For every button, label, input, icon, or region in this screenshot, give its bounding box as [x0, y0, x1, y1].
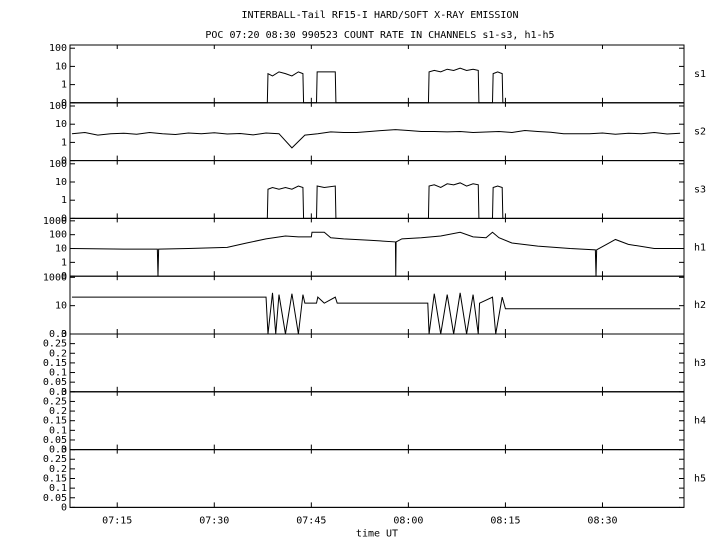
y-tick-label: 0.2 [49, 348, 67, 359]
x-tick-label: 08:00 [393, 515, 423, 526]
y-tick-label: 0 [61, 156, 67, 167]
x-tick-label: 07:30 [199, 515, 229, 526]
y-tick-label: 1000 [43, 216, 67, 227]
y-tick-label: 0.2 [49, 464, 67, 475]
y-tick-label: 1000 [43, 272, 67, 283]
channel-label: h5 [694, 474, 706, 485]
y-tick-label: 0 [61, 271, 67, 282]
y-tick-label: 0 [61, 502, 67, 513]
data-line [71, 231, 681, 277]
channel-label: s3 [694, 185, 706, 196]
y-tick-label: 100 [49, 159, 67, 170]
chart-title: INTERBALL-Tail RF15-I HARD/SOFT X-RAY EM… [242, 10, 519, 21]
y-tick-label: 1 [61, 80, 67, 91]
x-tick-label: 07:15 [102, 515, 132, 526]
channel-label: s1 [694, 69, 706, 80]
y-tick-label: 0 [61, 329, 67, 340]
y-tick-label: 0 [61, 387, 67, 398]
y-tick-label: 0.25 [43, 339, 67, 350]
y-tick-label: 0.1 [49, 368, 67, 379]
data-line [71, 129, 681, 149]
y-tick-label: 0.05 [43, 377, 67, 388]
channel-label: h4 [694, 416, 706, 427]
y-tick-label: 0 [61, 98, 67, 109]
y-tick-label: 0.1 [49, 483, 67, 494]
y-tick-label: 100 [49, 43, 67, 54]
y-tick-label: 10 [55, 61, 67, 72]
y-tick-label: 0.15 [43, 358, 67, 369]
y-tick-label: 0.05 [43, 493, 67, 504]
y-tick-label: 0.1 [49, 425, 67, 436]
y-tick-label: 10 [55, 244, 67, 255]
y-tick-label: 10 [55, 177, 67, 188]
x-tick-label: 08:15 [490, 515, 520, 526]
y-tick-label: 0.05 [43, 435, 67, 446]
y-tick-label: 0.2 [49, 406, 67, 417]
y-tick-label: 0 [61, 213, 67, 224]
y-tick-label: 0.15 [43, 416, 67, 427]
y-tick-label: 0.3 [49, 329, 67, 340]
x-tick-label: 07:45 [296, 515, 326, 526]
y-tick-label: 100 [49, 101, 67, 112]
y-tick-label: 0.15 [43, 474, 67, 485]
y-tick-label: 0.25 [43, 396, 67, 407]
y-tick-label: 1 [61, 257, 67, 268]
y-tick-label: 0.25 [43, 454, 67, 465]
x-tick-label: 08:30 [587, 515, 617, 526]
y-tick-label: 100 [49, 230, 67, 241]
channel-label: s2 [694, 127, 706, 138]
y-tick-label: 0 [61, 445, 67, 456]
y-tick-label: 1 [61, 195, 67, 206]
x-axis-label: time UT [356, 528, 398, 539]
y-tick-label: 10 [55, 301, 67, 312]
channel-label: h1 [694, 242, 706, 253]
chart-subtitle: POC 07:20 08:30 990523 COUNT RATE IN CHA… [205, 30, 554, 41]
data-line [71, 292, 681, 335]
y-tick-label: 1 [61, 137, 67, 148]
y-tick-label: 0.3 [49, 445, 67, 456]
channel-label: h2 [694, 300, 706, 311]
y-tick-label: 0.3 [49, 387, 67, 398]
channel-label: h3 [694, 358, 706, 369]
y-tick-label: 10 [55, 119, 67, 130]
